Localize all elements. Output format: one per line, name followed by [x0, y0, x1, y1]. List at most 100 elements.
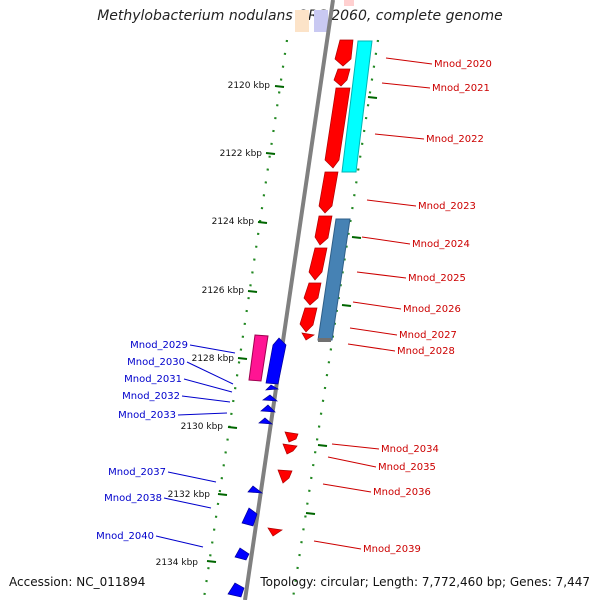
- connector-2028: [347, 343, 396, 352]
- connector-2039: [313, 540, 362, 550]
- gene-label-2025: Mnod_2025: [408, 273, 466, 284]
- gene-arrow-2031: [262, 394, 279, 402]
- gene-arrow-2028: [301, 332, 315, 341]
- steel-feature-cap: [318, 338, 331, 342]
- gene-arrow-2037: [247, 485, 264, 494]
- tick-2128: [237, 357, 248, 360]
- gene-arrow-2021: [333, 68, 351, 87]
- gene-label-2023: Mnod_2023: [418, 201, 476, 212]
- gene-label-2031: Mnod_2031: [124, 374, 182, 385]
- reverse-genes: [227, 337, 287, 598]
- connector-2024: [361, 236, 411, 245]
- gene-arrow-2038: [241, 507, 258, 527]
- gene-label-2022: Mnod_2022: [426, 134, 484, 145]
- gene-arrow-2029: [265, 337, 287, 385]
- steel-feature: [317, 218, 351, 341]
- connector-2026: [352, 301, 402, 310]
- gene-label-2036: Mnod_2036: [373, 487, 431, 498]
- gene-arrow-2035: [282, 443, 298, 455]
- gene-arrow-2020: [334, 39, 354, 67]
- gene-arrow-2023: [318, 171, 339, 214]
- genome-backbone: [243, 0, 335, 600]
- connector-2040: [155, 535, 204, 548]
- cyan-feature: [341, 40, 373, 173]
- gene-label-2034: Mnod_2034: [381, 444, 439, 455]
- gene-arrow-extra: [227, 582, 245, 598]
- connector-2035: [327, 456, 377, 468]
- left-connectors: [155, 344, 236, 548]
- legend-swatch-pink: [344, 0, 354, 6]
- accession-text: Accession: NC_011894: [9, 575, 146, 589]
- tick-right-1: [367, 96, 378, 99]
- connector-2023: [366, 199, 417, 207]
- connector-2037: [167, 471, 217, 483]
- gene-arrow-2030: [265, 384, 280, 391]
- gene-arrow-2022: [324, 87, 351, 169]
- connector-2021: [381, 82, 431, 89]
- gene-arrow-2027: [299, 307, 318, 333]
- gene-label-2035: Mnod_2035: [378, 462, 436, 473]
- tick-label-2134: 2134 kbp: [156, 558, 199, 568]
- connector-2036: [322, 483, 372, 493]
- connector-2020: [385, 57, 433, 65]
- pink-feature: [248, 334, 269, 382]
- tick-label-2120: 2120 kbp: [228, 81, 271, 91]
- right-connectors: [313, 57, 433, 550]
- tick-right-5: [305, 512, 316, 515]
- tick-2122: [265, 152, 276, 155]
- connector-2029: [189, 344, 236, 354]
- tick-2130: [227, 426, 238, 429]
- gene-label-2032: Mnod_2032: [122, 391, 180, 402]
- gene-arrow-2025: [308, 247, 328, 281]
- gene-label-2029: Mnod_2029: [130, 340, 188, 351]
- legend-swatch-orange: [295, 10, 309, 32]
- gene-label-2037: Mnod_2037: [108, 467, 166, 478]
- legend-swatch-lavender: [314, 10, 328, 32]
- gene-arrow-2036: [277, 469, 293, 484]
- gene-label-2024: Mnod_2024: [412, 239, 470, 250]
- tick-right-4: [317, 444, 328, 447]
- tick-label-2124: 2124 kbp: [212, 217, 255, 227]
- gene-label-2033: Mnod_2033: [118, 410, 176, 421]
- gene-arrow-2034: [284, 431, 299, 443]
- connector-2033: [177, 412, 228, 416]
- tick-label-2130: 2130 kbp: [181, 422, 224, 432]
- connector-2031: [183, 378, 233, 393]
- gene-arrow-2026: [303, 282, 322, 306]
- tick-2120: [274, 85, 285, 88]
- tick-2132: [217, 493, 228, 496]
- gene-arrow-2032: [260, 404, 276, 413]
- gene-arrow-2039: [267, 527, 283, 537]
- tick-marks: [206, 85, 378, 563]
- tick-label-2132: 2132 kbp: [168, 490, 211, 500]
- connector-2032: [181, 395, 231, 403]
- genome-info-text: Topology: circular; Length: 7,772,460 bp…: [260, 575, 590, 589]
- left-dotted-track: [202, 39, 289, 599]
- gene-label-2038: Mnod_2038: [104, 493, 162, 504]
- connector-2027: [349, 327, 398, 336]
- gene-label-2021: Mnod_2021: [432, 83, 490, 94]
- tick-right-2: [351, 236, 362, 239]
- connector-2034: [331, 443, 380, 450]
- gene-label-2027: Mnod_2027: [399, 330, 457, 341]
- tick-label-2126: 2126 kbp: [202, 286, 245, 296]
- gene-label-2039: Mnod_2039: [363, 544, 421, 555]
- connector-2022: [374, 133, 425, 140]
- connector-2025: [356, 271, 407, 279]
- tick-label-2122: 2122 kbp: [220, 149, 263, 159]
- forward-genes: [267, 39, 354, 537]
- gene-label-2030: Mnod_2030: [127, 357, 185, 368]
- gene-label-2040: Mnod_2040: [96, 531, 154, 542]
- tick-right-3: [341, 304, 352, 307]
- gene-arrow-2040: [234, 547, 250, 561]
- connector-2038: [163, 497, 212, 509]
- gene-label-2020: Mnod_2020: [434, 59, 492, 70]
- gene-label-2028: Mnod_2028: [397, 346, 455, 357]
- tick-label-2128: 2128 kbp: [192, 354, 235, 364]
- tick-2134: [206, 560, 217, 563]
- gene-arrow-2033: [258, 417, 274, 425]
- tick-2126: [247, 290, 258, 293]
- tick-2124: [257, 221, 268, 224]
- gene-arrow-2024: [314, 215, 333, 246]
